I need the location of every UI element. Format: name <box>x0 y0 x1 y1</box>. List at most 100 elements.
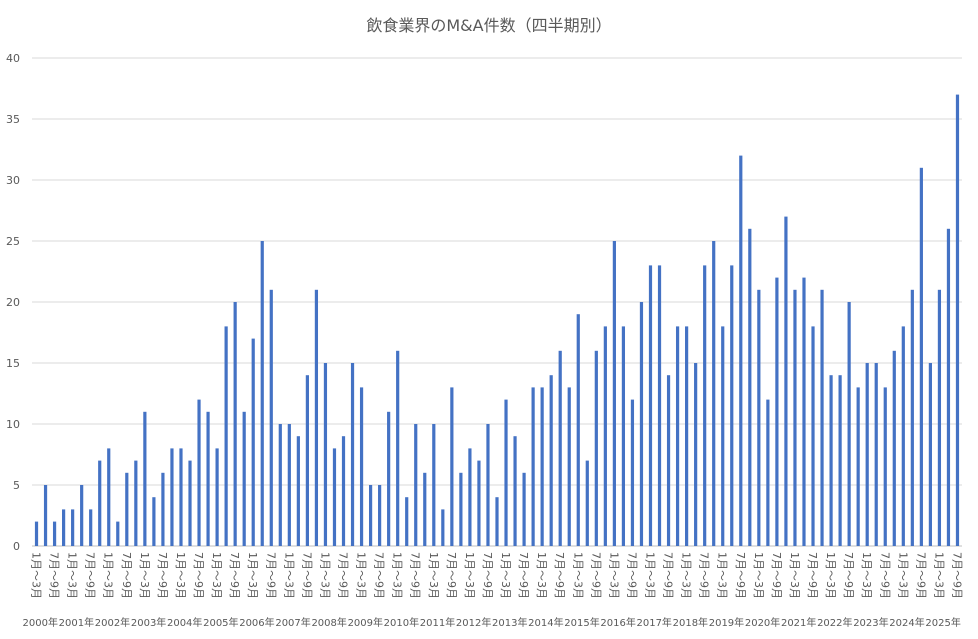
year-label: 2020年 <box>745 616 780 629</box>
bar <box>296 436 300 546</box>
bar <box>739 155 743 546</box>
bar <box>152 497 156 546</box>
bar <box>694 363 698 546</box>
bar <box>901 326 905 546</box>
x-tick-label: 1月～3月 <box>246 552 259 599</box>
bar <box>468 448 472 546</box>
year-label: 2016年 <box>600 616 635 629</box>
y-tick-label: 35 <box>6 113 20 126</box>
bar <box>378 485 382 546</box>
x-tick-label: 1月～3月 <box>896 552 909 599</box>
bar <box>937 289 942 546</box>
bar <box>639 302 644 546</box>
x-tick-label: 7月～9月 <box>445 552 458 599</box>
year-label: 2015年 <box>564 616 599 629</box>
bar <box>721 326 725 546</box>
x-tick-label: 7月～9月 <box>914 552 927 599</box>
bar <box>134 460 138 546</box>
bar <box>838 375 842 546</box>
bar <box>423 472 427 546</box>
x-tick-label: 1月～3月 <box>463 552 476 599</box>
year-label: 2003年 <box>131 616 166 629</box>
bar <box>359 387 364 546</box>
x-tick-label: 7月～9月 <box>481 552 494 599</box>
year-label: 2025年 <box>925 616 960 629</box>
x-tick-label: 1月～3月 <box>174 552 187 599</box>
bar <box>712 241 716 546</box>
x-tick-label: 7月～9月 <box>409 552 422 599</box>
year-label: 2011年 <box>420 616 455 629</box>
bar <box>125 472 129 546</box>
year-label: 2002年 <box>95 616 130 629</box>
bar <box>558 350 562 546</box>
x-tick-label: 7月～9月 <box>589 552 602 599</box>
year-label: 2022年 <box>817 616 852 629</box>
bar <box>892 350 896 546</box>
bar <box>233 302 237 546</box>
bar <box>540 387 544 546</box>
bar <box>621 326 626 546</box>
x-tick-label: 7月～9月 <box>662 552 675 599</box>
bar <box>730 265 734 546</box>
bar <box>567 387 571 546</box>
year-label: 2008年 <box>311 616 346 629</box>
x-tick-label: 1月～3月 <box>643 552 656 599</box>
bar <box>549 375 553 546</box>
bar <box>775 277 779 546</box>
bar <box>955 94 960 546</box>
x-tick-label: 1月～3月 <box>210 552 223 599</box>
bar <box>161 472 165 546</box>
x-tick-label: 7月～9月 <box>120 552 133 599</box>
year-label: 2000年 <box>23 616 58 629</box>
bar <box>666 375 671 546</box>
year-label: 2001年 <box>59 616 94 629</box>
y-tick-label: 5 <box>13 479 20 492</box>
bar <box>522 472 526 546</box>
bar <box>856 387 860 546</box>
x-tick-label: 7月～9月 <box>156 552 169 599</box>
x-tick-label: 7月～9月 <box>734 552 747 599</box>
year-label: 2012年 <box>456 616 491 629</box>
x-tick-label: 1月～3月 <box>499 552 512 599</box>
year-label: 2005年 <box>203 616 238 629</box>
x-tick-label: 7月～9月 <box>878 552 891 599</box>
bar <box>928 363 932 546</box>
x-tick-label: 1月～3月 <box>138 552 151 599</box>
year-label: 2023年 <box>853 616 888 629</box>
chart-title: 飲食業界のM&A件数（四半期別） <box>366 16 611 35</box>
bar <box>414 424 418 546</box>
bar <box>269 289 273 546</box>
x-tick-label: 1月～3月 <box>752 552 765 599</box>
x-tick-label: 1月～3月 <box>102 552 115 599</box>
bar <box>865 363 869 546</box>
bar <box>685 326 689 546</box>
bar <box>368 485 373 546</box>
bar <box>919 167 923 547</box>
bar <box>459 472 463 546</box>
year-label: 2009年 <box>348 616 383 629</box>
year-label: 2021年 <box>781 616 816 629</box>
bar <box>332 448 337 546</box>
x-tick-label: 1月～3月 <box>824 552 837 599</box>
bar <box>80 485 84 546</box>
bar <box>341 436 346 546</box>
x-tick-label: 7月～9月 <box>84 552 97 599</box>
x-tick-label: 7月～9月 <box>337 552 350 599</box>
x-tick-label: 1月～3月 <box>680 552 693 599</box>
x-tick-label: 7月～9月 <box>517 552 530 599</box>
bar <box>594 350 598 546</box>
x-tick-label: 1月～3月 <box>716 552 729 599</box>
bar <box>224 326 228 546</box>
bar <box>52 521 57 546</box>
bar <box>748 228 752 547</box>
bar <box>486 424 490 546</box>
bar <box>62 509 66 546</box>
bar <box>612 241 616 546</box>
y-tick-label: 40 <box>6 52 20 65</box>
x-tick-label: 1月～3月 <box>788 552 801 599</box>
x-tick-label: 1月～3月 <box>932 552 945 599</box>
bar <box>179 448 183 546</box>
bar <box>251 338 255 546</box>
bar <box>305 375 309 546</box>
